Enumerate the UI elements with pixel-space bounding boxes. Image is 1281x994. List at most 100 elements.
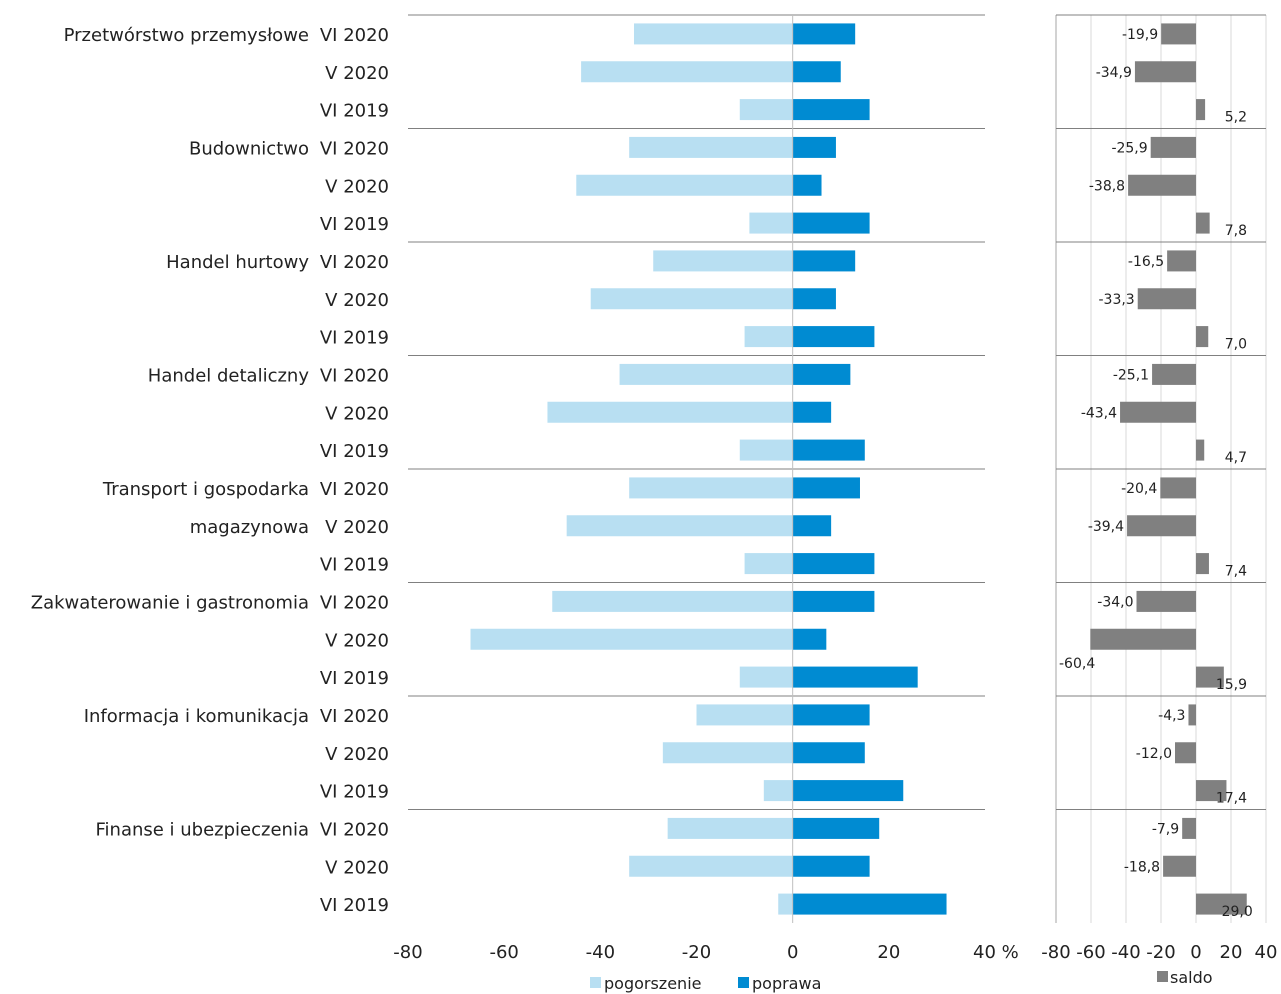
bar-poprawa [792,628,827,650]
saldo-value-label: -18,8 [1124,859,1160,875]
bar-poprawa [792,553,875,575]
bar-poprawa [792,326,875,348]
period-label: V 2020 [325,744,389,765]
bar-saldo [1161,23,1196,45]
period-label: VI 2020 [320,252,389,273]
bar-poprawa [792,174,822,196]
category-label: magazynowa [190,517,309,538]
bar-poprawa [792,363,851,385]
bar-poprawa [792,439,865,461]
legend-swatch-saldo [1157,971,1168,982]
bar-pogorszenie [629,855,793,877]
period-label: VI 2020 [320,819,389,840]
period-label: VI 2020 [320,138,389,159]
bar-poprawa [792,136,836,158]
bar-poprawa [792,855,870,877]
bar-pogorszenie [629,136,793,158]
bar-saldo [1134,61,1196,83]
right-x-tick-label: -40 [1111,942,1140,963]
right-x-tick-label: -80 [1041,942,1070,963]
bar-pogorszenie [744,553,793,575]
bar-saldo [1182,817,1196,839]
category-label: Handel detaliczny [148,365,310,386]
bar-pogorszenie [763,780,793,802]
saldo-value-label: -33,3 [1098,292,1134,308]
bar-poprawa [792,817,880,839]
bar-pogorszenie [749,212,793,234]
period-label: VI 2019 [320,555,389,576]
saldo-value-label: -43,4 [1081,405,1117,421]
bar-poprawa [792,23,856,45]
saldo-value-label: -25,9 [1111,140,1147,156]
legend-swatch-pogorszenie [590,977,601,988]
left-x-tick-label: -60 [489,942,518,963]
category-label: Budownictwo [189,138,309,159]
saldo-value-label: -34,9 [1096,65,1132,81]
bar-pogorszenie [552,590,793,612]
bar-poprawa [792,61,841,83]
bar-pogorszenie [576,174,793,196]
bar-saldo [1136,590,1196,612]
period-label: VI 2019 [320,782,389,803]
period-label: VI 2020 [320,25,389,46]
bar-pogorszenie [581,61,793,83]
bar-pogorszenie [633,23,793,45]
left-x-tick-label: -80 [393,942,422,963]
bar-pogorszenie [739,439,793,461]
saldo-value-label: 5,2 [1225,110,1247,126]
bar-pogorszenie [744,326,793,348]
bar-poprawa [792,666,918,688]
bar-poprawa [792,401,832,423]
period-label: VI 2019 [320,214,389,235]
category-label: Handel hurtowy [166,252,309,273]
bar-saldo [1127,515,1196,537]
bar-pogorszenie [667,817,793,839]
saldo-value-label: 15,9 [1216,677,1247,693]
saldo-value-label: -25,1 [1113,367,1149,383]
period-label: V 2020 [325,290,389,311]
left-x-tick-label: 0 [787,942,798,963]
bar-pogorszenie [778,893,793,915]
bar-saldo [1137,288,1196,310]
bar-poprawa [792,590,875,612]
bar-pogorszenie [566,515,793,537]
bar-pogorszenie [653,250,793,272]
bar-saldo [1196,893,1247,915]
saldo-value-label: -60,4 [1059,656,1095,672]
legend-label-saldo: saldo [1170,968,1213,987]
bar-saldo [1196,780,1227,802]
bar-poprawa [792,250,856,272]
category-label: Zakwaterowanie i gastronomia [31,592,309,613]
bar-saldo [1188,704,1196,726]
saldo-value-label: 7,4 [1225,564,1247,580]
bar-pogorszenie [547,401,793,423]
period-label: VI 2019 [320,328,389,349]
period-label: VI 2020 [320,479,389,500]
bar-poprawa [792,742,865,764]
category-label: Przetwórstwo przemysłowe [64,25,309,46]
right-x-tick-label: 20 [1220,942,1243,963]
bar-saldo [1175,742,1196,764]
saldo-value-label: 7,8 [1225,223,1247,239]
bar-pogorszenie [470,628,793,650]
bar-saldo [1120,401,1196,423]
saldo-value-label: -20,4 [1121,481,1157,497]
saldo-value-label: -7,9 [1152,821,1179,837]
left-x-tick-label: -20 [682,942,711,963]
saldo-value-label: 7,0 [1225,337,1247,353]
bar-saldo [1196,439,1205,461]
right-x-tick-label: -20 [1146,942,1175,963]
bar-pogorszenie [619,363,793,385]
bar-saldo [1196,99,1206,121]
bar-saldo [1167,250,1196,272]
saldo-value-label: -38,8 [1089,178,1125,194]
legend-label-pogorszenie: pogorszenie [604,974,701,993]
right-x-tick-label: 0 [1190,942,1201,963]
bar-poprawa [792,780,904,802]
bar-saldo [1128,174,1196,196]
period-label: V 2020 [325,63,389,84]
period-label: V 2020 [325,403,389,424]
legend-swatch-poprawa [738,977,749,988]
right-x-tick-label: -60 [1076,942,1105,963]
